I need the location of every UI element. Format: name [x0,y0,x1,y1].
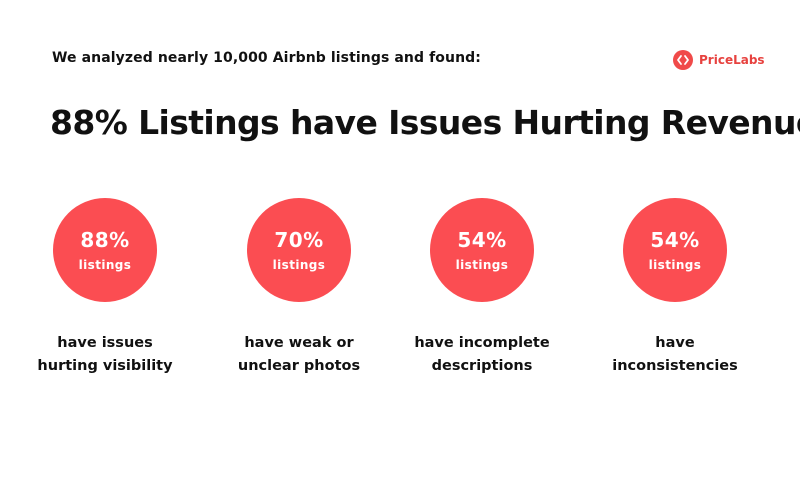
stat-card: 70% listings have weak or unclear photos [209,198,389,378]
brand-logo: PriceLabs [673,50,765,70]
page-title: 88% Listings have Issues Hurting Revenue [50,103,800,142]
stat-caption: have issues hurting visibility [37,332,172,378]
stat-caption-line: hurting visibility [37,358,173,374]
stat-circle: 70% listings [247,198,351,302]
stat-caption-line: have issues [57,335,153,351]
stat-caption-line: inconsistencies [612,358,738,374]
stat-value: 54% [457,228,507,252]
stat-circle: 54% listings [623,198,727,302]
stat-card: 88% listings have issues hurting visibil… [15,198,195,378]
intro-text: We analyzed nearly 10,000 Airbnb listing… [52,50,481,66]
stat-card: 54% listings have inconsistencies [585,198,765,378]
stat-value: 54% [650,228,700,252]
stat-caption-line: have weak or [244,335,354,351]
stat-caption: have inconsistencies [612,332,738,378]
stat-unit: listings [648,258,702,272]
stat-circle: 54% listings [430,198,534,302]
pricelabs-logo-icon [673,50,693,70]
stat-caption-line: descriptions [431,358,533,374]
stat-unit: listings [272,258,326,272]
stat-caption-line: have [655,335,695,351]
stat-card: 54% listings have incomplete description… [392,198,572,378]
stat-caption-line: have incomplete [414,335,550,351]
stat-caption-line: unclear photos [237,358,361,374]
stat-caption: have weak or unclear photos [238,332,360,378]
stat-caption: have incomplete descriptions [414,332,549,378]
stat-value: 70% [274,228,324,252]
stat-unit: listings [78,258,132,272]
stat-value: 88% [80,228,130,252]
stat-unit: listings [455,258,509,272]
brand-name: PriceLabs [699,53,765,67]
stat-circle: 88% listings [53,198,157,302]
